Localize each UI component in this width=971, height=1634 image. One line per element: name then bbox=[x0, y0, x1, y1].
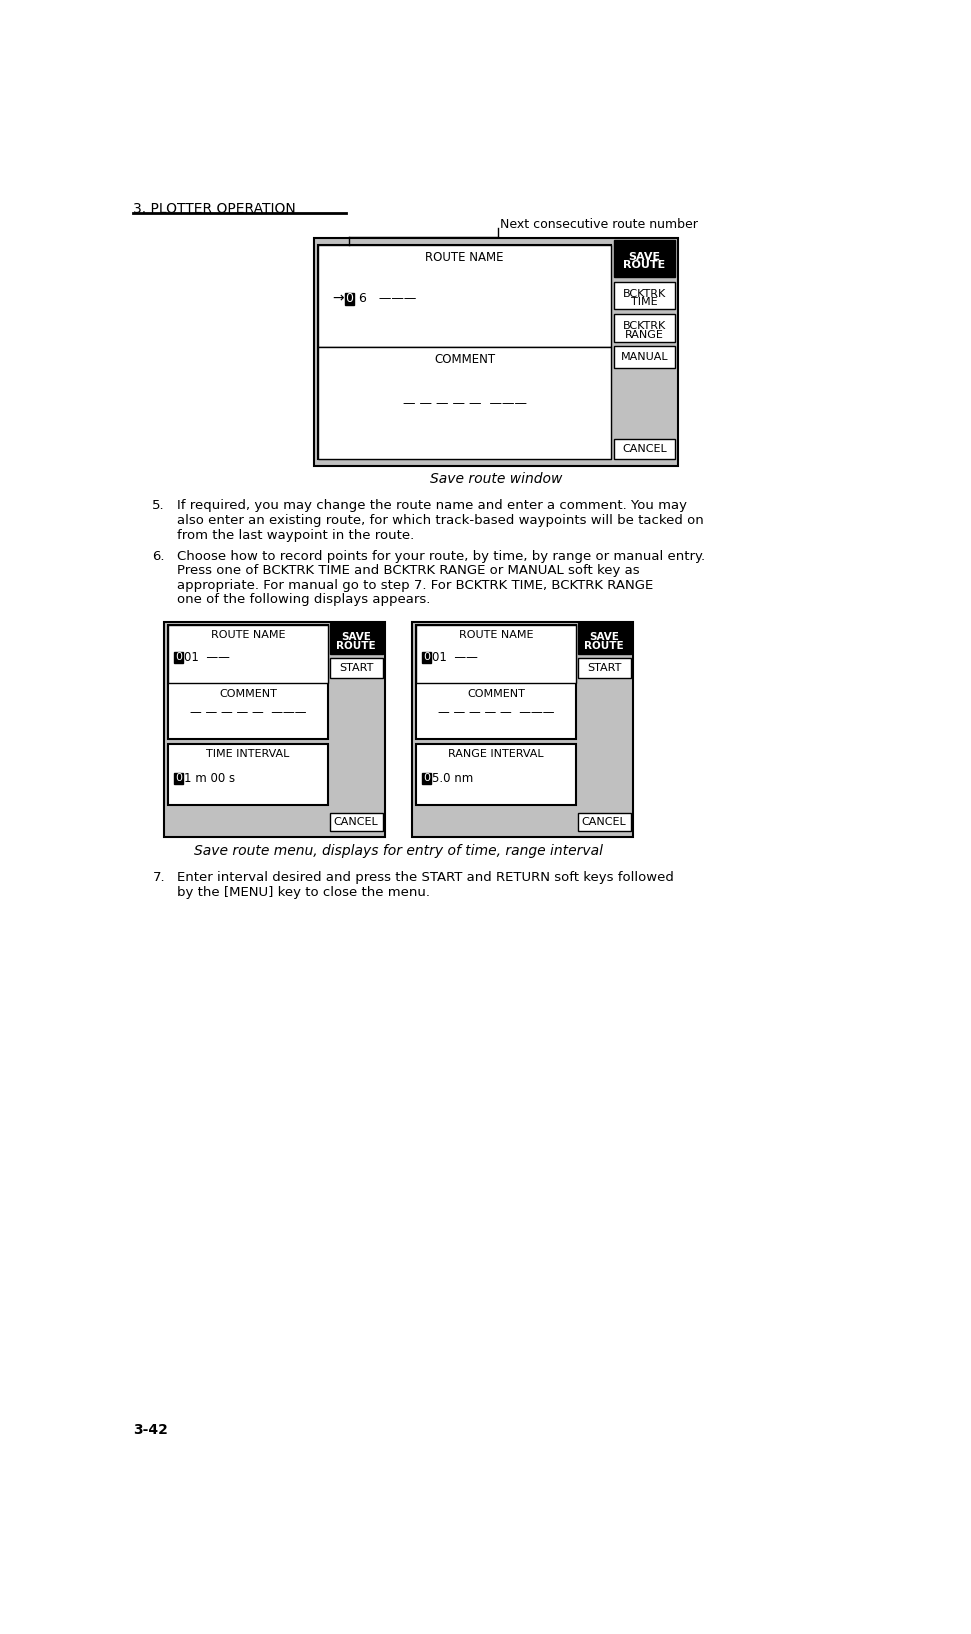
Text: 5.0 nm: 5.0 nm bbox=[432, 771, 474, 784]
Bar bbox=[174, 773, 183, 784]
Text: Save route window: Save route window bbox=[429, 472, 562, 487]
Bar bbox=[168, 624, 328, 739]
Bar bbox=[345, 292, 353, 306]
Bar bbox=[330, 812, 383, 832]
Bar bbox=[615, 240, 675, 276]
Text: Save route menu, displays for entry of time, range interval: Save route menu, displays for entry of t… bbox=[194, 845, 603, 858]
Text: ROUTE NAME: ROUTE NAME bbox=[459, 631, 533, 641]
Text: ROUTE: ROUTE bbox=[336, 641, 376, 650]
Text: CANCEL: CANCEL bbox=[622, 444, 667, 454]
Text: ROUTE: ROUTE bbox=[585, 641, 624, 650]
Text: START: START bbox=[587, 663, 621, 673]
Text: Choose how to record points for your route, by time, by range or manual entry.: Choose how to record points for your rou… bbox=[177, 549, 705, 562]
Text: ROUTE: ROUTE bbox=[623, 260, 666, 270]
Text: RANGE INTERVAL: RANGE INTERVAL bbox=[449, 748, 544, 758]
Text: 0: 0 bbox=[175, 773, 182, 783]
Text: MANUAL: MANUAL bbox=[620, 351, 668, 363]
Text: COMMENT: COMMENT bbox=[467, 690, 525, 699]
Bar bbox=[318, 346, 611, 459]
Bar bbox=[174, 652, 183, 663]
Text: 0: 0 bbox=[346, 292, 353, 306]
Text: one of the following displays appears.: one of the following displays appears. bbox=[177, 593, 430, 606]
Text: by the [MENU] key to close the menu.: by the [MENU] key to close the menu. bbox=[177, 886, 430, 899]
Text: — — — — —  ———: — — — — — ——— bbox=[438, 706, 554, 719]
Text: — — — — —  ———: — — — — — ——— bbox=[190, 706, 306, 719]
Text: 3-42: 3-42 bbox=[133, 1423, 168, 1438]
Text: BCKTRK: BCKTRK bbox=[622, 289, 666, 299]
Text: SAVE: SAVE bbox=[589, 632, 619, 642]
Text: ROUTE NAME: ROUTE NAME bbox=[425, 250, 504, 263]
Text: 0: 0 bbox=[422, 652, 430, 662]
Bar bbox=[330, 624, 383, 654]
Text: — — — — —  ———: — — — — — ——— bbox=[403, 397, 526, 410]
Bar bbox=[412, 623, 633, 838]
Text: Press one of BCKTRK TIME and BCKTRK RANGE or MANUAL soft key as: Press one of BCKTRK TIME and BCKTRK RANG… bbox=[177, 564, 640, 577]
Bar bbox=[314, 239, 678, 466]
Text: 0: 0 bbox=[422, 773, 430, 783]
Text: Next consecutive route number: Next consecutive route number bbox=[499, 217, 697, 230]
Text: SAVE: SAVE bbox=[341, 632, 371, 642]
Bar bbox=[578, 624, 630, 654]
Text: 1 m 00 s: 1 m 00 s bbox=[184, 771, 235, 784]
Text: CANCEL: CANCEL bbox=[334, 817, 379, 827]
Bar bbox=[416, 743, 577, 806]
Bar bbox=[422, 652, 430, 663]
Bar bbox=[615, 314, 675, 342]
Bar bbox=[318, 245, 611, 346]
Text: COMMENT: COMMENT bbox=[434, 353, 495, 366]
Text: 6   ———: 6 ——— bbox=[355, 292, 417, 306]
Text: Enter interval desired and press the START and RETURN soft keys followed: Enter interval desired and press the STA… bbox=[177, 871, 674, 884]
Bar bbox=[330, 659, 383, 678]
Bar bbox=[422, 773, 430, 784]
Text: If required, you may change the route name and enter a comment. You may: If required, you may change the route na… bbox=[177, 500, 687, 513]
Text: 01  ——: 01 —— bbox=[432, 650, 478, 663]
Text: COMMENT: COMMENT bbox=[219, 690, 277, 699]
Text: TIME INTERVAL: TIME INTERVAL bbox=[207, 748, 289, 758]
Bar bbox=[416, 624, 577, 683]
Text: →: → bbox=[332, 292, 344, 306]
Bar bbox=[578, 659, 630, 678]
Bar bbox=[164, 623, 385, 838]
Text: also enter an existing route, for which track-based waypoints will be tacked on: also enter an existing route, for which … bbox=[177, 515, 704, 528]
Text: 7.: 7. bbox=[152, 871, 165, 884]
Text: 3. PLOTTER OPERATION: 3. PLOTTER OPERATION bbox=[133, 203, 296, 216]
Text: from the last waypoint in the route.: from the last waypoint in the route. bbox=[177, 529, 415, 542]
Text: SAVE: SAVE bbox=[628, 252, 660, 261]
Text: TIME: TIME bbox=[631, 297, 657, 307]
Text: ROUTE NAME: ROUTE NAME bbox=[211, 631, 285, 641]
Text: 5.: 5. bbox=[152, 500, 165, 513]
Text: 6.: 6. bbox=[152, 549, 165, 562]
Bar bbox=[615, 440, 675, 459]
Bar bbox=[168, 743, 328, 806]
Bar bbox=[578, 812, 630, 832]
Text: appropriate. For manual go to step 7. For BCKTRK TIME, BCKTRK RANGE: appropriate. For manual go to step 7. Fo… bbox=[177, 578, 653, 592]
Text: 0: 0 bbox=[175, 652, 182, 662]
Text: 01  ——: 01 —— bbox=[184, 650, 230, 663]
Text: START: START bbox=[339, 663, 374, 673]
Bar bbox=[615, 281, 675, 309]
Text: RANGE: RANGE bbox=[625, 330, 664, 340]
Bar bbox=[416, 624, 577, 739]
Bar bbox=[615, 346, 675, 368]
Bar bbox=[168, 624, 328, 683]
Text: BCKTRK: BCKTRK bbox=[622, 322, 666, 332]
Bar bbox=[318, 245, 611, 459]
Text: CANCEL: CANCEL bbox=[582, 817, 626, 827]
